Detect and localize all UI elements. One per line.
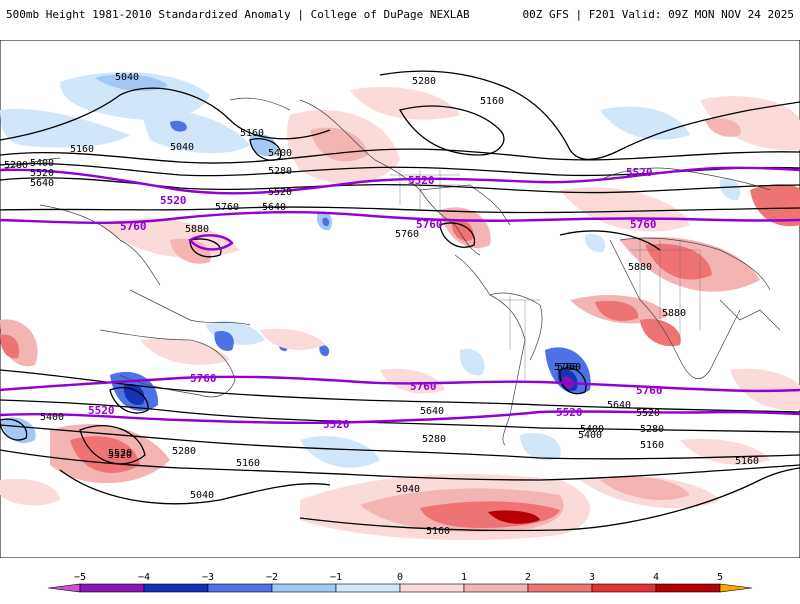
highlight-label-5760: 5760 xyxy=(410,380,437,393)
height-contours xyxy=(0,70,800,532)
contour-label: 5400 xyxy=(580,424,604,435)
contour-label: 5160 xyxy=(426,526,450,537)
colorbar-segment xyxy=(207,583,273,593)
contour-label: 5760 xyxy=(554,362,578,373)
highlight-contours xyxy=(0,166,800,425)
contour-label: 5280 xyxy=(422,434,446,445)
contour-label: 5400 xyxy=(578,430,602,441)
colorbar-tick-label: 4 xyxy=(653,572,659,583)
contour-label: 5760 xyxy=(395,229,419,240)
colorbar-segment xyxy=(655,583,721,593)
contour-label: 5520 xyxy=(30,168,54,179)
highlight-label-5760: 5760 xyxy=(636,384,663,397)
colorbar-tick-label: −2 xyxy=(266,572,278,583)
header-bar: 500mb Height 1981-2010 Standardized Anom… xyxy=(0,0,800,36)
map-panel[interactable]: 5040 5280 5160 5280 5400 5520 5640 5160 … xyxy=(0,39,800,559)
colorbar-segment xyxy=(335,583,401,593)
highlight-label-5520: 5520 xyxy=(160,194,187,207)
contour-label: 5160 xyxy=(735,456,759,467)
colorbar-segment xyxy=(399,583,465,593)
colorbar-segments xyxy=(47,583,753,593)
colorbar-segment xyxy=(79,583,145,593)
contour-label: 5760 xyxy=(557,362,581,373)
contour-label: 5040 xyxy=(170,142,194,153)
contour-label: 5400 xyxy=(40,412,64,423)
highlight-label-5520: 5520 xyxy=(556,406,583,419)
model-run-info: 00Z GFS | F201 Valid: 09Z MON NOV 24 202… xyxy=(522,8,794,21)
contour-label: 5880 xyxy=(185,224,209,235)
contour-label: 5520 xyxy=(108,450,132,461)
contour-label: 5880 xyxy=(628,262,652,273)
contour-label: 5640 xyxy=(262,202,286,213)
contour-label: 5280 xyxy=(268,166,292,177)
contour-label: 5280 xyxy=(640,424,664,435)
contour-label: 5040 xyxy=(396,484,420,495)
colorbar-tick-label: −3 xyxy=(202,572,214,583)
contour-label: 5280 xyxy=(4,160,28,171)
colorbar-tick-label: 5 xyxy=(717,572,723,583)
colorbar-tick-label: 0 xyxy=(397,572,403,583)
colorbar-tick-label: 1 xyxy=(461,572,467,583)
highlight-label-5760: 5760 xyxy=(630,218,657,231)
colorbar-graphic: −5 −4 −3 −2 −1 0 1 2 3 4 5 xyxy=(47,572,753,593)
contour-label: 5160 xyxy=(236,458,260,469)
contour-label: 5640 xyxy=(30,178,54,189)
contour-label: 5520 xyxy=(268,187,292,198)
colorbar-segment xyxy=(463,583,529,593)
contour-label: 5160 xyxy=(640,440,664,451)
colorbar-tick-label: 2 xyxy=(525,572,531,583)
highlight-label-5520: 5520 xyxy=(626,166,653,179)
colorbar-tick-label: 3 xyxy=(589,572,595,583)
contour-label: 5760 xyxy=(215,202,239,213)
contour-label: 5880 xyxy=(662,308,686,319)
colorbar-segment xyxy=(47,583,81,593)
contour-label: 5160 xyxy=(480,96,504,107)
colorbar-tick-labels: −5 −4 −3 −2 −1 0 1 2 3 4 5 xyxy=(74,572,723,583)
highlight-label-5760: 5760 xyxy=(120,220,147,233)
highlight-label-5520: 5520 xyxy=(88,404,115,417)
contour-label: 5040 xyxy=(115,72,139,83)
contour-label: 5640 xyxy=(420,406,444,417)
contour-label: 5280 xyxy=(412,76,436,87)
highlight-contour-labels: 5520 5520 5520 5520 5520 5520 5760 5760 … xyxy=(88,166,663,431)
colorbar-segment xyxy=(527,583,593,593)
contour-label: 5520 xyxy=(108,448,132,459)
contour-label: 5640 xyxy=(607,400,631,411)
highlight-label-5520: 5520 xyxy=(408,174,435,187)
contour-label: 5520 xyxy=(636,408,660,419)
contour-label: 5400 xyxy=(268,148,292,159)
contour-label: 5160 xyxy=(240,128,264,139)
contour-label: 5040 xyxy=(190,490,214,501)
colorbar-segment xyxy=(143,583,209,593)
anomaly-colorbar: −5 −4 −3 −2 −1 0 1 2 3 4 5 xyxy=(0,570,800,600)
contour-label: 5280 xyxy=(172,446,196,457)
colorbar-tick-label: −1 xyxy=(330,572,342,583)
highlight-label-5520: 5520 xyxy=(323,418,350,431)
contour-labels: 5040 5280 5160 5280 5400 5520 5640 5160 … xyxy=(4,72,759,537)
contour-label: 5160 xyxy=(70,144,94,155)
colorbar-segment xyxy=(591,583,657,593)
highlight-label-5760: 5760 xyxy=(416,218,443,231)
colorbar-segment xyxy=(271,583,337,593)
map-title: 500mb Height 1981-2010 Standardized Anom… xyxy=(6,8,470,21)
anomaly-map: 5040 5280 5160 5280 5400 5520 5640 5160 … xyxy=(0,39,800,559)
colorbar-segment xyxy=(719,583,753,593)
contour-label: 5400 xyxy=(30,158,54,169)
colorbar-tick-label: −5 xyxy=(74,572,86,583)
colorbar-tick-label: −4 xyxy=(138,572,150,583)
highlight-label-5760: 5760 xyxy=(190,372,217,385)
